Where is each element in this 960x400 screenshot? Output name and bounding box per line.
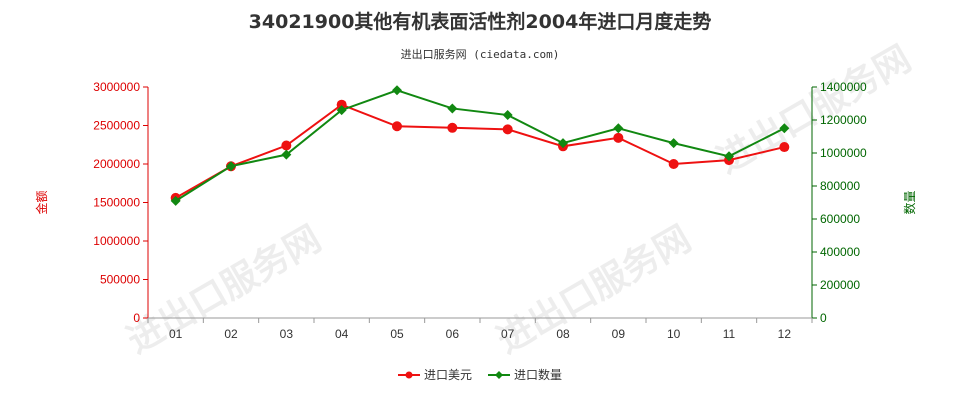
series-1-point (281, 149, 292, 160)
series-line-0 (175, 103, 785, 199)
chart-title: 34021900其他有机表面活性剂2004年进口月度走势 (249, 10, 712, 33)
series-0-point (281, 140, 292, 151)
series-1-point (613, 123, 624, 134)
series-1-point (170, 195, 181, 206)
x-tick-label: 10 (667, 327, 681, 341)
left-tick-label: 3000000 (93, 80, 140, 94)
x-tick-label: 04 (335, 327, 349, 341)
right-tick-label: 200000 (820, 278, 860, 292)
series-0-point (613, 132, 624, 143)
left-axis-ticks: 0 500000 1000000 1500000 2000000 2500000 30000… (93, 80, 148, 325)
left-axis-title: 金额 (34, 190, 49, 214)
series-1-point (502, 110, 513, 121)
x-tick-label: 01 (169, 327, 183, 341)
right-axis-title: 数量 (902, 190, 917, 214)
x-tick-label: 07 (501, 327, 515, 341)
legend-swatch-marker (405, 371, 413, 379)
series-1-point (447, 103, 458, 114)
series-layer (170, 85, 790, 206)
watermark-text-2: 进出口服务网 (710, 38, 918, 182)
left-tick-label: 500000 (100, 273, 140, 287)
series-1-point (724, 151, 734, 162)
legend-label: 进口美元 (424, 368, 472, 382)
x-tick-label: 02 (224, 327, 238, 341)
series-0-point (447, 122, 458, 133)
x-axis-ticks: 01 02 03 04 05 06 07 08 09 10 11 12 (147, 318, 813, 341)
right-tick-label: 0 (820, 311, 827, 325)
x-tick-label: 05 (390, 327, 404, 341)
series-1-point (336, 105, 347, 116)
left-tick-label: 2500000 (93, 119, 140, 133)
right-tick-label: 800000 (820, 179, 860, 193)
left-tick-label: 1000000 (93, 234, 140, 248)
x-tick-label: 03 (280, 327, 294, 341)
x-tick-label: 09 (612, 327, 626, 341)
series-1-point (558, 138, 568, 149)
right-tick-label: 1400000 (820, 80, 867, 94)
series-1-point (668, 138, 679, 149)
series-1-point (392, 85, 402, 96)
series-0-point (502, 124, 513, 135)
series-0-point (392, 121, 402, 132)
right-axis-ticks: 0 200000 400000 600000 800000 1000000 1200000 1… (812, 80, 867, 325)
legend-label: 进口数量 (514, 367, 562, 382)
right-tick-label: 1000000 (820, 146, 867, 160)
right-tick-label: 1200000 (820, 113, 867, 127)
left-tick-label: 2000000 (93, 157, 140, 171)
series-1-point (779, 123, 790, 134)
x-tick-label: 11 (723, 327, 736, 341)
series-line-1 (175, 89, 785, 202)
left-tick-label: 0 (133, 311, 140, 325)
series-0-point (668, 159, 679, 169)
legend: 进口美元 进口数量 (398, 367, 562, 382)
legend-swatch-marker (495, 371, 503, 379)
series-0-point (779, 142, 790, 153)
series-1-point (226, 161, 236, 172)
right-tick-label: 400000 (820, 245, 860, 259)
left-tick-label: 1500000 (93, 196, 140, 210)
x-tick-label: 06 (446, 327, 460, 341)
right-tick-label: 600000 (820, 212, 860, 226)
x-tick-label: 12 (778, 327, 792, 341)
x-tick-label: 08 (556, 327, 570, 341)
series-0-point (336, 99, 347, 110)
chart-subtitle: 进出口服务网 (ciedata.com) (401, 47, 560, 61)
